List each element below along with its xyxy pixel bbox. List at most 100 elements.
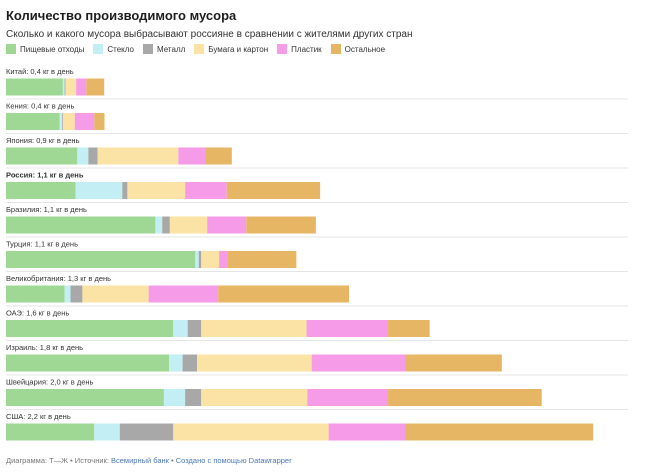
bar-segment-other bbox=[388, 389, 542, 406]
legend-item-food: Пищевые отходы bbox=[6, 44, 84, 54]
bar-segment-food bbox=[6, 251, 196, 268]
bar-segment-metal bbox=[162, 216, 170, 234]
bar-row: Турция: 1,1 кг в день bbox=[6, 240, 628, 272]
legend-label-food: Пищевые отходы bbox=[20, 44, 85, 54]
bar-segment-glass bbox=[169, 354, 183, 372]
bar-segment-paper bbox=[127, 182, 186, 199]
bar-segment-metal bbox=[70, 285, 83, 303]
bar-row: Бразилия: 1,1 кг в день bbox=[6, 205, 628, 238]
legend-swatch-plastic bbox=[277, 44, 288, 54]
bar-segment-other bbox=[227, 251, 297, 268]
bar-segment-paper bbox=[62, 113, 75, 130]
legend-item-metal: Металл bbox=[142, 44, 185, 54]
bar-segment-plastic bbox=[207, 216, 247, 234]
bar-segment-metal bbox=[185, 389, 202, 406]
bar-label: Израиль: 1,8 кг в день bbox=[6, 343, 83, 352]
bar-segment-food bbox=[6, 423, 95, 441]
bar-segment-paper bbox=[201, 389, 308, 406]
datawrapper-link[interactable]: Создано с помощью Datawrapper bbox=[175, 456, 292, 465]
bar-segment-metal bbox=[198, 251, 202, 268]
legend-label-plastic: Пластик bbox=[291, 44, 322, 54]
bar-label: Япония: 0,9 кг в день bbox=[6, 136, 80, 145]
bar-row: ОАЭ: 1,6 кг в день bbox=[6, 309, 628, 341]
bar-segment-plastic bbox=[185, 182, 227, 199]
bar-segment-other bbox=[405, 423, 594, 441]
bar-row: Швейцария: 2,0 кг в день bbox=[6, 378, 628, 410]
bar-segment-food bbox=[6, 389, 164, 406]
source-link[interactable]: Всемирный банк bbox=[111, 456, 169, 465]
bar-segment-glass bbox=[59, 113, 63, 130]
bar-label: Великобритания: 1,3 кг в день bbox=[6, 274, 111, 283]
legend-item-plastic: Пластик bbox=[277, 44, 322, 54]
bar-segment-paper bbox=[201, 251, 220, 268]
legend-item-paper: Бумага и картон bbox=[194, 44, 268, 54]
bar-segment-food bbox=[6, 216, 156, 234]
bar-label: ОАЭ: 1,6 кг в день bbox=[6, 309, 69, 318]
bar-segment-other bbox=[218, 285, 349, 303]
legend-swatch-metal bbox=[142, 44, 153, 54]
bar-segment-other bbox=[405, 354, 502, 372]
bar-segment-glass bbox=[155, 216, 163, 234]
bar-segment-other bbox=[226, 182, 321, 199]
legend-label-glass: Стекло bbox=[107, 44, 134, 54]
bar-segment-other bbox=[94, 113, 105, 130]
bar-label: Кения: 0,4 кг в день bbox=[6, 102, 74, 111]
bar-segment-glass bbox=[195, 251, 199, 268]
bar-segment-paper bbox=[201, 320, 307, 337]
bar-segment-metal bbox=[119, 423, 174, 441]
bar-segment-metal bbox=[182, 354, 198, 372]
bar-segment-glass bbox=[62, 78, 65, 96]
bar-row: Китай: 0,4 кг в день bbox=[6, 67, 628, 100]
chart-footer: Диаграмма: Т—Ж • Источник: Всемирный бан… bbox=[6, 456, 292, 465]
bar-segment-metal bbox=[62, 113, 63, 130]
bar-segment-food bbox=[6, 147, 78, 165]
bar-segment-glass bbox=[163, 389, 186, 406]
bar-row: Израиль: 1,8 кг в день bbox=[6, 343, 628, 376]
bar-segment-plastic bbox=[307, 389, 389, 406]
bar-segment-food bbox=[6, 320, 174, 337]
bar-segment-paper bbox=[97, 147, 179, 165]
bar-label: США: 2,2 кг в день bbox=[6, 412, 71, 421]
bar-label: Турция: 1,1 кг в день bbox=[6, 240, 78, 249]
bar-segment-plastic bbox=[306, 320, 389, 337]
legend-item-other: Остальное bbox=[330, 44, 386, 54]
bar-row: Россия: 1,1 кг в день bbox=[6, 171, 628, 203]
bar-segment-paper bbox=[82, 285, 149, 303]
bar-segment-plastic bbox=[219, 251, 228, 268]
bar-segment-glass bbox=[75, 182, 123, 199]
bar-segment-plastic bbox=[311, 354, 406, 372]
bar-segment-plastic bbox=[178, 147, 206, 165]
chart-subtitle: Сколько и какого мусора выбрасывают росс… bbox=[6, 29, 413, 40]
bar-segment-metal bbox=[122, 182, 128, 199]
bar-label: Швейцария: 2,0 кг в день bbox=[6, 378, 94, 387]
bar-segment-glass bbox=[77, 147, 89, 165]
bar-segment-glass bbox=[64, 285, 71, 303]
bar-segment-food bbox=[6, 78, 63, 96]
bar-segment-paper bbox=[173, 423, 329, 441]
bar-segment-other bbox=[246, 216, 316, 234]
bar-segment-food bbox=[6, 113, 60, 130]
legend-label-other: Остальное bbox=[344, 44, 386, 54]
legend-swatch-food bbox=[6, 44, 16, 54]
legend-swatch-paper bbox=[194, 44, 205, 54]
legend: Пищевые отходы Стекло Металл Бумага и ка… bbox=[6, 44, 394, 54]
bar-row: Япония: 0,9 кг в день bbox=[6, 136, 628, 169]
bar-segment-paper bbox=[197, 354, 312, 372]
bar-row: Великобритания: 1,3 кг в день bbox=[6, 274, 628, 307]
bar-segment-food bbox=[6, 354, 170, 372]
bar-segment-glass bbox=[94, 423, 120, 441]
bar-label: Россия: 1,1 кг в день bbox=[6, 171, 84, 180]
bar-segment-plastic bbox=[74, 113, 95, 130]
bar-segment-metal bbox=[187, 320, 202, 337]
chart-title: Количество производимого мусора bbox=[6, 8, 237, 23]
footer-separator: • bbox=[168, 456, 176, 465]
bar-segment-paper bbox=[169, 216, 208, 234]
legend-swatch-glass bbox=[93, 44, 104, 54]
bar-segment-food bbox=[6, 182, 76, 199]
bar-segment-other bbox=[205, 147, 232, 165]
bar-segment-paper bbox=[65, 78, 77, 96]
bar-segment-glass bbox=[173, 320, 188, 337]
bar-label: Бразилия: 1,1 кг в день bbox=[6, 205, 87, 214]
legend-label-paper: Бумага и картон bbox=[208, 44, 269, 54]
